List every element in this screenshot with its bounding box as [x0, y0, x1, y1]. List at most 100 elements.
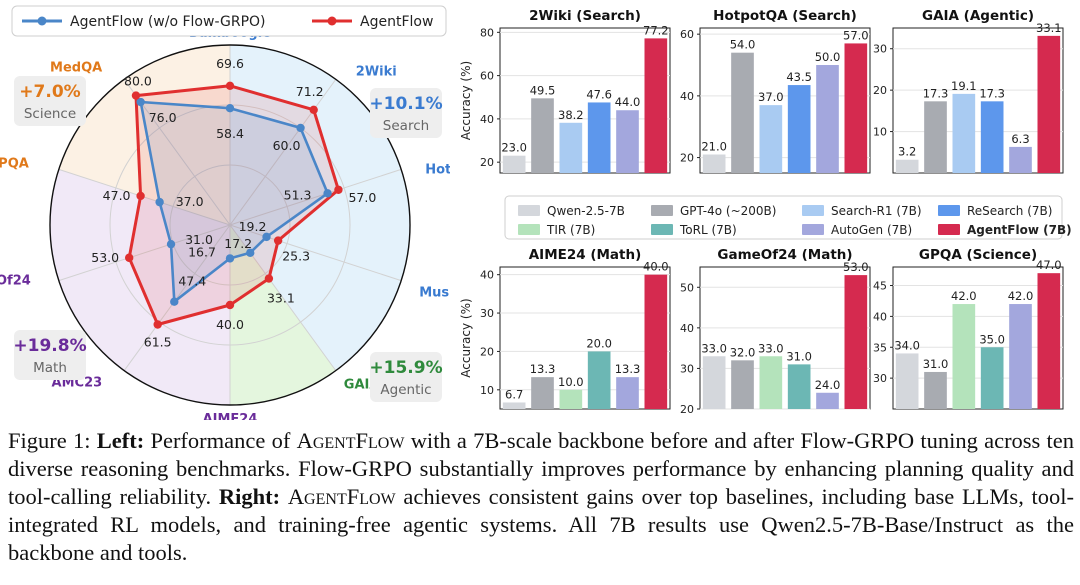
caption-left-pre: Performance of: [150, 428, 291, 453]
bar-legend-label-2: Search-R1 (7B): [831, 204, 922, 218]
bar-value-label: 44.0: [615, 95, 641, 109]
gain-value-agentic: +15.9%: [369, 358, 442, 378]
bar-value-label: 34.0: [894, 338, 920, 352]
bar-value-label: 31.0: [923, 357, 949, 371]
radar-point-agentflow-bamboogle: [225, 81, 235, 91]
bar-ylabel: Accuracy (%): [459, 298, 473, 377]
bar-value-label: 17.3: [923, 86, 949, 100]
bar-agentflow-7b-: [644, 38, 668, 173]
radar-value-label-base-gpqa: 37.0: [176, 194, 204, 209]
radar-point-agentflow-gpqa: [136, 191, 145, 201]
bar-ytick-label-80: 80: [480, 26, 494, 39]
bar-panel-title: 2Wiki (Search): [529, 8, 641, 24]
bar-panel-title: HotpotQA (Search): [713, 8, 857, 24]
bar-value-label: 32.0: [730, 345, 756, 359]
bar-value-label: 47.6: [586, 87, 612, 101]
bar-legend-swatch-3: [938, 205, 960, 216]
bar-search-r1-7b-: [952, 93, 976, 173]
gain-badge-bg-agentic: [370, 352, 442, 402]
gain-value-search: +10.1%: [369, 94, 442, 114]
caption-right-post: achieves consistent gains over top basel…: [8, 484, 1075, 565]
bar-value-label: 77.2: [643, 23, 669, 37]
bar-legend-label-4: TIR (7B): [546, 223, 595, 237]
bar-qwen-2-5-7b: [702, 356, 726, 409]
radar-spoke-4: [229, 224, 337, 371]
bar-value-label: 40.0: [643, 260, 669, 274]
bar-panel-title: AIME24 (Math): [529, 247, 642, 263]
bar-value-label: 13.3: [615, 362, 641, 376]
bar-ytick-label-10: 10: [873, 126, 887, 139]
gain-value-math: +19.8%: [13, 336, 86, 356]
radar-point-base-2wiki: [296, 123, 305, 133]
bar-autogen-7b-: [816, 65, 839, 173]
bar-torl-7b-: [980, 347, 1004, 409]
radar-value-label-base-amc23: 47.4: [178, 274, 206, 289]
radar-category-label-hotpotqa: HotpotQA: [425, 162, 450, 177]
bar-value-label: 6.3: [1011, 132, 1029, 146]
bar-torl-7b-: [587, 351, 611, 409]
bar-qwen-2-5-7b: [502, 402, 526, 409]
bar-ytick-label-60: 60: [680, 28, 694, 41]
gain-value-science: +7.0%: [19, 82, 80, 102]
bar-value-label: 13.3: [530, 362, 556, 376]
bar-legend-swatch-1: [651, 205, 673, 216]
bar-panel-3: AIME24 (Math) 10 20 30 40 Accuracy (%) 6.7 13.3…: [459, 247, 671, 410]
bar-panel-frame: [892, 27, 1064, 174]
bar-value-label: 54.0: [730, 38, 756, 52]
gain-badge-science: +7.0% Science: [14, 76, 86, 126]
bar-qwen-2-5-7b: [895, 159, 919, 173]
bar-value-label: 21.0: [701, 139, 727, 153]
radar-value-label-agentflow-medqa: 80.0: [124, 74, 152, 89]
bar-value-label: 33.1: [1036, 21, 1062, 35]
radar-sector-2: [50, 136, 230, 405]
radar-point-base-medqa: [136, 97, 145, 107]
bar-ytick-label-10: 10: [480, 384, 494, 397]
radar-point-base-aime24: [225, 254, 235, 263]
bar-panel-frame: [499, 266, 671, 410]
bar-value-label: 23.0: [501, 141, 527, 155]
bar-qwen-2-5-7b: [702, 154, 726, 173]
radar-spoke-2: [229, 168, 402, 226]
bar-panel-0: 2Wiki (Search) 20 40 60 80 Accuracy (%) 23.0 49…: [459, 8, 671, 174]
bar-ytick-label-20: 20: [480, 156, 494, 169]
radar-category-label-musique: Musique: [419, 286, 450, 301]
radar-value-label-base-aime24: 16.7: [188, 244, 216, 259]
bar-autogen-7b-: [816, 392, 839, 409]
gain-badge-bg-science: [14, 76, 86, 126]
bar-value-label: 38.2: [558, 108, 584, 122]
radar-value-label-agentflow-aime24: 40.0: [216, 317, 244, 332]
bar-research-7b-: [980, 101, 1004, 173]
radar-spoke-3: [229, 224, 402, 282]
radar-point-agentflow-gameof24: [124, 253, 134, 262]
radar-point-agentflow-musique: [273, 236, 283, 245]
gain-category-agentic: Agentic: [380, 382, 431, 398]
bar-research-7b-: [587, 102, 611, 173]
bar-agentflow-7b-: [1037, 273, 1061, 409]
bar-legend-label-5: ToRL (7B): [679, 223, 737, 237]
radar-value-label-base-bamboogle: 58.4: [216, 126, 244, 141]
gain-category-math: Math: [33, 360, 67, 376]
bar-panel-title: GPQA (Science): [919, 247, 1037, 263]
bar-panel-2: GAIA (Agentic) 10 20 30 3.2 17.319.117.3 6.3 33…: [873, 8, 1064, 174]
gain-badge-math: +19.8% Math: [13, 330, 87, 380]
bar-value-label: 20.0: [586, 336, 612, 350]
bar-tir-7b-: [952, 304, 976, 409]
bar-panel-5: GPQA (Science) 30 35 40 45 34.031.0 42.0 35.0 42…: [873, 247, 1064, 410]
bar-value-label: 19.1: [951, 79, 977, 93]
caption-figure-label: Figure 1:: [8, 428, 91, 453]
bar-legend-swatch-0: [518, 205, 540, 216]
bar-agentflow-7b-: [844, 43, 868, 173]
bar-panel-title: GAIA (Agentic): [922, 8, 1034, 24]
bar-panel-1: HotpotQA (Search)20406021.054.037.043.55…: [680, 8, 871, 174]
bar-panel-title: GameOf24 (Math): [717, 247, 852, 263]
radar-point-base-gaia: [246, 248, 255, 258]
bar-value-label: 24.0: [815, 378, 841, 392]
bar-agentflow-7b-: [1037, 35, 1061, 173]
bar-value-label: 42.0: [951, 289, 977, 303]
radar-value-label-agentflow-amc23: 61.5: [144, 335, 172, 350]
radar-value-label-base-2wiki: 60.0: [273, 138, 301, 153]
gain-category-search: Search: [383, 118, 429, 134]
bar-value-label: 6.7: [505, 387, 523, 401]
radar-point-base-bamboogle: [225, 104, 235, 113]
